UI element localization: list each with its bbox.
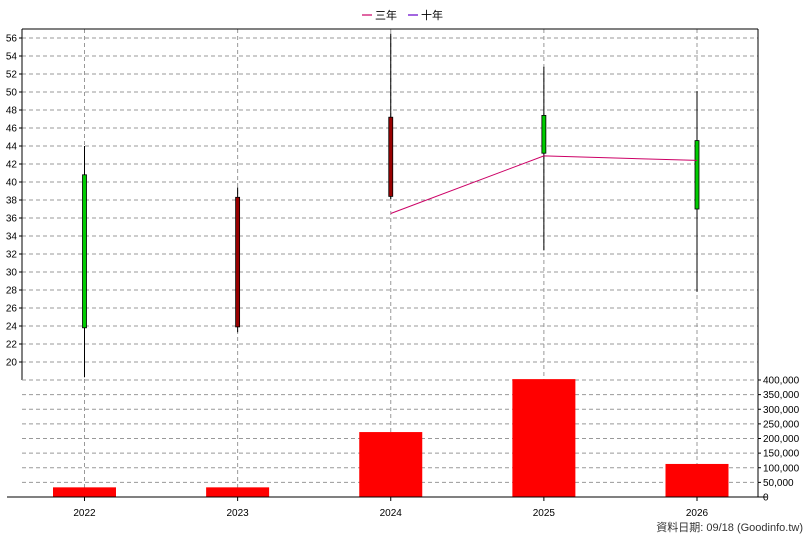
price-tick-label: 52	[6, 70, 18, 81]
footer-source: 資料日期: 09/18 (Goodinfo.tw)	[656, 520, 803, 534]
candle-body-2022	[82, 174, 87, 329]
price-tick-label: 38	[6, 196, 18, 207]
volume-tick-label: 400,000	[763, 376, 800, 387]
candle-body-2026	[694, 140, 700, 210]
price-tick-label: 26	[6, 304, 18, 315]
price-tick-label: 30	[6, 268, 18, 279]
price-tick-label: 28	[6, 286, 18, 297]
price-tick-label: 46	[6, 124, 18, 135]
candle-body-2025	[541, 115, 547, 154]
price-panel: 20 22 24 26 28 30 32 34 36 38 40 42 44 46 48 50 52 54 56	[6, 28, 759, 497]
volume-bar-2025	[512, 379, 576, 497]
price-tick-label: 20	[6, 358, 18, 369]
x-tick-label-2022: 2022	[73, 508, 96, 519]
volume-tick-label: 100,000	[763, 463, 800, 474]
price-tick-label: 50	[6, 88, 18, 99]
candle-body-2024	[388, 116, 394, 197]
volume-tick-label: 250,000	[763, 419, 800, 430]
volume-tick-label: 350,000	[763, 390, 800, 401]
price-tick-label: 24	[6, 322, 18, 333]
legend: 三年 十年	[362, 8, 443, 22]
price-tick-label: 22	[6, 340, 18, 351]
volume-tick-label: 50,000	[763, 478, 794, 489]
price-tick-label: 44	[6, 142, 18, 153]
x-tick-label-2025: 2025	[533, 508, 556, 519]
price-tick-label: 32	[6, 250, 18, 261]
candle-body-2023	[235, 196, 241, 328]
series-line-0	[390, 155, 698, 214]
price-tick-label: 42	[6, 160, 18, 171]
volume-bar-2022	[53, 487, 116, 497]
volume-bar-2024	[359, 432, 423, 497]
x-tick-label-2023: 2023	[227, 508, 250, 519]
price-tick-label: 34	[6, 232, 18, 243]
price-tick-label: 54	[6, 52, 18, 63]
volume-tick-label: 300,000	[763, 405, 800, 416]
volume-tick-label: 150,000	[763, 449, 800, 460]
volume-bar-2023	[206, 487, 270, 497]
x-tick-label-2026: 2026	[686, 508, 709, 519]
x-tick-label-2024: 2024	[380, 508, 403, 519]
legend-label-10yr: 十年	[421, 8, 443, 22]
price-tick-label: 40	[6, 178, 18, 189]
legend-label-3yr: 三年	[375, 8, 397, 22]
volume-panel: 0 50,000 100,000 150,000 200,000 250,000 300,0…	[22, 376, 800, 504]
volume-tick-label: 0	[763, 493, 769, 504]
price-tick-label: 56	[6, 34, 18, 45]
volume-bar-2026	[665, 463, 729, 497]
x-axis: 2022 2023 2024 2025 2026	[7, 496, 767, 519]
volume-tick-label: 200,000	[763, 434, 800, 445]
price-tick-label: 48	[6, 106, 18, 117]
price-tick-label: 36	[6, 214, 18, 225]
